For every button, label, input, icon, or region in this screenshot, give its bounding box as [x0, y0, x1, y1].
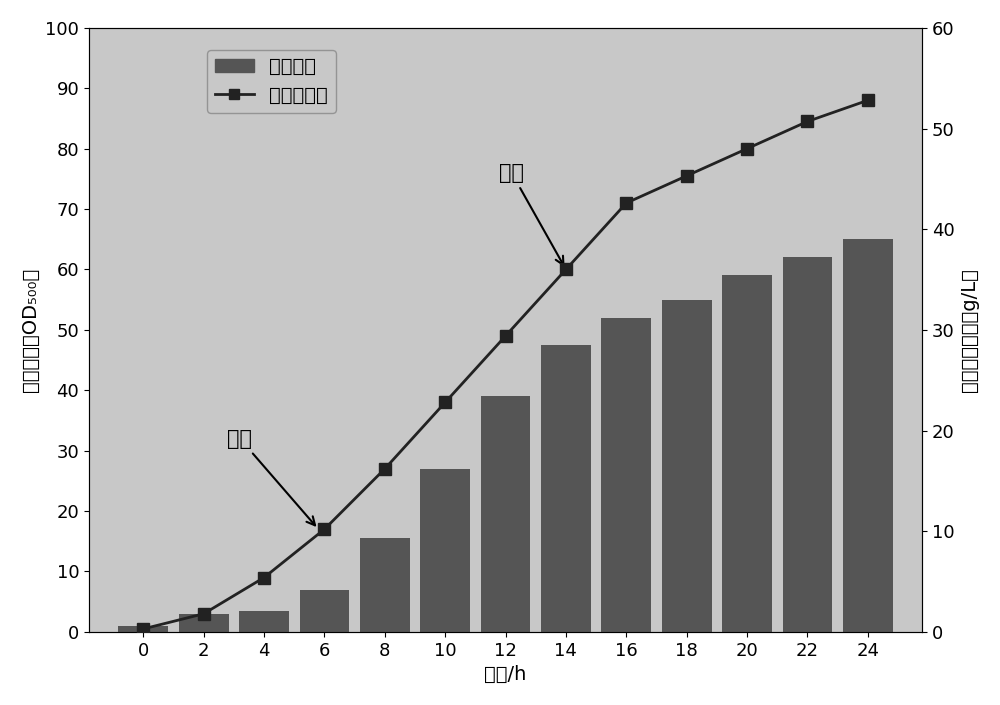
Legend: 菌体密度, 葡萄糖消耗: 菌体密度, 葡萄糖消耗 [207, 49, 336, 113]
Bar [179, 614, 229, 632]
X-axis label: 时间/h: 时间/h [484, 665, 527, 684]
Bar [300, 589, 349, 632]
Bar [541, 345, 591, 632]
Text: 补糖: 补糖 [227, 429, 315, 525]
Bar [783, 257, 832, 632]
Bar [601, 318, 651, 632]
Bar [118, 626, 168, 632]
Bar [420, 469, 470, 632]
Text: 诱导: 诱导 [499, 163, 563, 265]
Bar [239, 611, 289, 632]
Bar [722, 276, 772, 632]
Bar [481, 396, 530, 632]
Y-axis label: 菌体密度（OD₅₀₀）: 菌体密度（OD₅₀₀） [21, 268, 40, 392]
Bar [360, 538, 410, 632]
Bar [662, 300, 712, 632]
Bar [843, 239, 893, 632]
Y-axis label: 葡萄糖消耗量（g/L）: 葡萄糖消耗量（g/L） [960, 268, 979, 392]
